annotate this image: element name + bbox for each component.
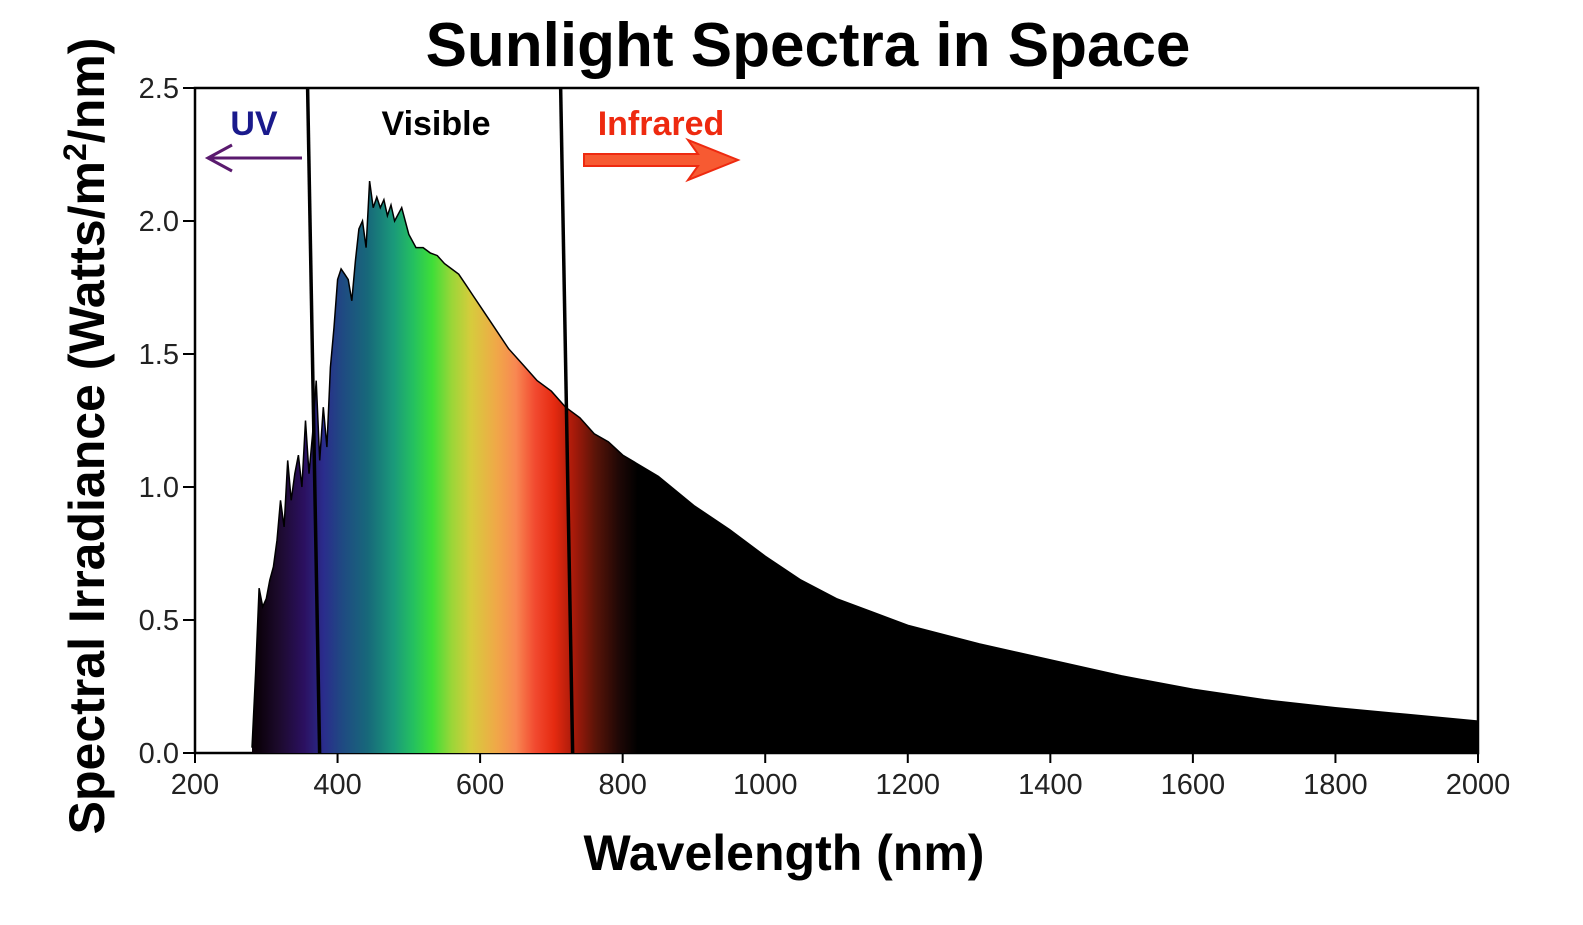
y-tick-label: 2.5 [139, 73, 179, 105]
uv-label: UV [230, 105, 278, 143]
x-tick-label: 800 [598, 769, 646, 801]
uv-arrow [204, 143, 302, 173]
x-tick-label: 400 [313, 769, 361, 801]
x-tick-label: 1400 [1018, 769, 1083, 801]
x-tick-label: 600 [456, 769, 504, 801]
spectrum-area [252, 181, 1478, 754]
x-tick-label: 2000 [1446, 769, 1511, 801]
y-tick-label: 0.0 [139, 738, 179, 770]
x-tick-label: 1200 [876, 769, 941, 801]
y-axis-label-end: /nm) [59, 38, 115, 144]
visible-infrared-boundary-line [558, 87, 575, 754]
y-axis: 0.0 0.5 1.0 1.5 2.0 2.5 [139, 73, 195, 770]
visible-label: Visible [382, 105, 491, 143]
x-tick-label: 1800 [1303, 769, 1368, 801]
y-tick-label: 0.5 [139, 605, 179, 637]
x-tick-label: 1600 [1161, 769, 1226, 801]
y-axis-label-main: Spectral Irradiance (Watts/m [59, 161, 115, 834]
spectrum-edge-line [251, 180, 1479, 748]
infrared-label: Infrared [598, 105, 725, 143]
y-tick-label: 1.5 [139, 339, 179, 371]
y-axis-label: Spectral Irradiance (Watts/m2/nm) [57, 38, 115, 835]
chart-title: Sunlight Spectra in Space [426, 11, 1191, 80]
x-tick-label: 200 [171, 769, 219, 801]
x-axis: 200 400 600 800 1000 1200 1400 1600 1800 2000 [171, 753, 1510, 801]
y-axis-label-sup: 2 [57, 143, 93, 161]
x-tick-label: 1000 [733, 769, 798, 801]
y-tick-label: 1.0 [139, 472, 179, 504]
uv-visible-boundary-line [305, 87, 322, 754]
x-axis-label: Wavelength (nm) [584, 825, 985, 881]
y-tick-label: 2.0 [139, 206, 179, 238]
infrared-arrow [583, 137, 741, 183]
